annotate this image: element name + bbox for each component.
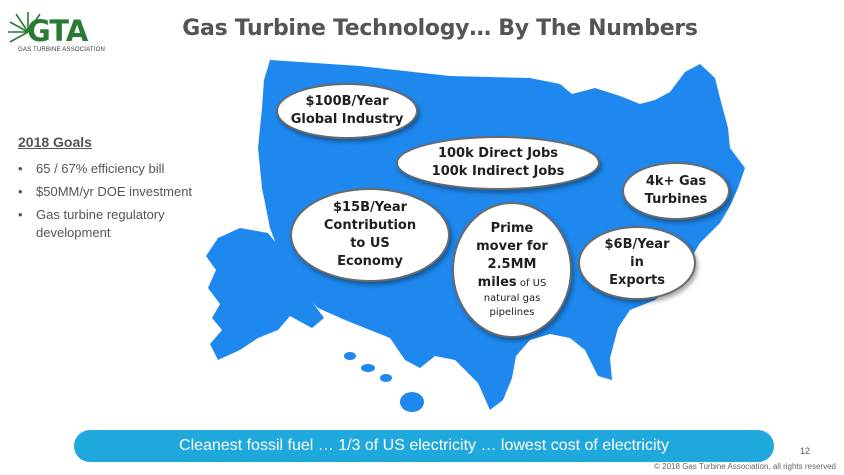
bubble-prime-mover: Prime mover for 2.5MM miles of US natura… <box>452 202 572 338</box>
alaska-shape <box>206 228 324 360</box>
bubble-line: Exports <box>609 273 665 288</box>
bubble-small-text: of US <box>516 278 547 289</box>
bubble-line: to US <box>350 236 390 251</box>
hawaii-island <box>380 374 392 382</box>
hawaii-island <box>361 364 375 372</box>
list-item: $50MM/yr DOE investment <box>18 183 218 201</box>
bubble-jobs: 100k Direct Jobs 100k Indirect Jobs <box>396 136 600 190</box>
bubble-small-text: pipelines <box>489 307 535 318</box>
bubble-line: Prime <box>490 221 534 236</box>
bubble-contribution: $15B/Year Contribution to US Economy <box>290 188 450 282</box>
bubble-line: 100k Indirect Jobs <box>431 164 565 179</box>
gta-logo <box>8 10 108 60</box>
goals-list: 65 / 67% efficiency bill $50MM/yr DOE in… <box>18 160 218 242</box>
bubble-line: Global Industry <box>290 112 404 127</box>
bubble-line: Contribution <box>323 218 417 233</box>
bubble-global-industry: $100B/Year Global Industry <box>276 83 418 139</box>
copyright-notice: © 2018 Gas Turbine Association, all righ… <box>654 462 836 471</box>
bubble-line: $15B/Year <box>332 200 407 215</box>
bubble-line: mover for <box>476 239 548 254</box>
bubble-emphasis: miles <box>477 275 517 290</box>
bubble-line: Turbines <box>644 192 708 207</box>
bubble-line: $100B/Year <box>305 94 389 109</box>
bubble-line: 2.5MM <box>487 257 537 272</box>
sunburst-icon <box>8 12 41 43</box>
page-title: Gas Turbine Technology… By The Numbers <box>182 16 698 41</box>
bubble-line: 100k Direct Jobs <box>437 146 559 161</box>
logo-text: GTA <box>27 14 88 48</box>
goals-title: 2018 Goals <box>18 134 92 150</box>
bubble-small-text: natural gas <box>483 293 541 304</box>
bubble-line: 4k+ Gas <box>645 174 707 189</box>
hawaii-island <box>344 352 356 360</box>
bubble-line: miles of US <box>478 274 547 292</box>
bubble-line: Economy <box>337 254 403 269</box>
list-item: 65 / 67% efficiency bill <box>18 160 218 178</box>
list-item: Gas turbine regulatory development <box>18 206 218 242</box>
bubble-line: in <box>630 255 644 270</box>
goals-panel: 2018 Goals 65 / 67% efficiency bill $50M… <box>18 134 218 247</box>
bottom-banner: Cleanest fossil fuel … 1/3 of US electri… <box>74 430 774 462</box>
bubble-turbines: 4k+ Gas Turbines <box>622 162 730 220</box>
page-number: 12 <box>800 446 811 456</box>
hawaii-island <box>400 392 424 412</box>
logo-subtitle: GAS TURBINE ASSOCIATION <box>18 47 106 53</box>
bubble-line: $6B/Year <box>604 237 670 252</box>
bubble-exports: $6B/Year in Exports <box>578 226 696 300</box>
